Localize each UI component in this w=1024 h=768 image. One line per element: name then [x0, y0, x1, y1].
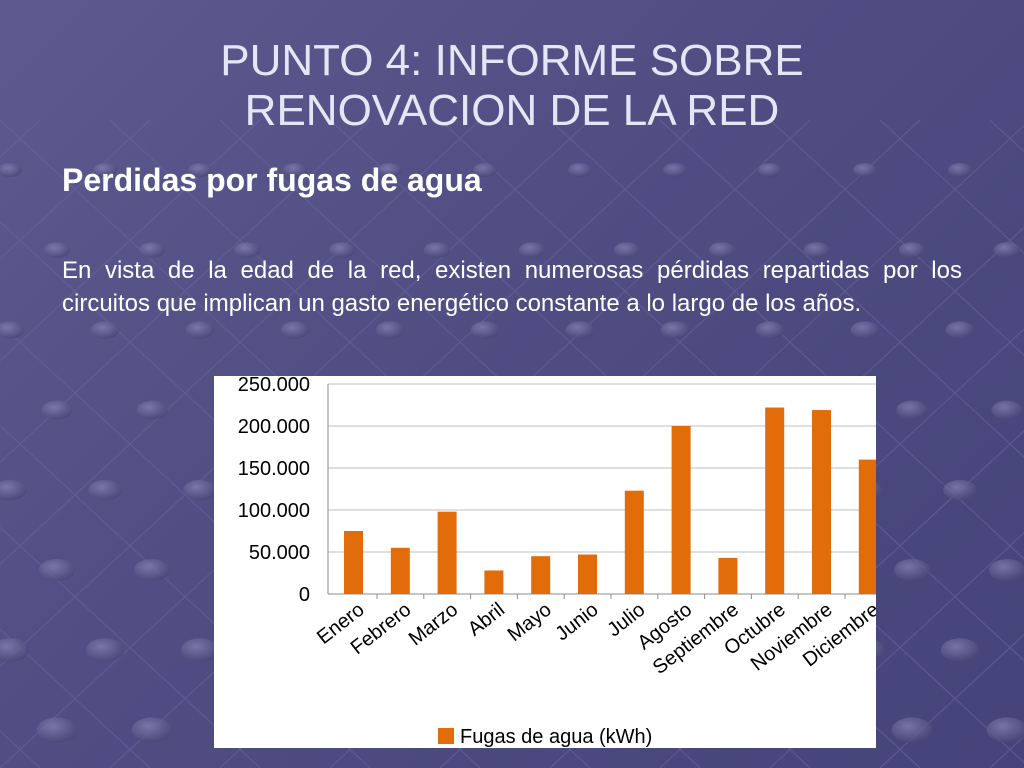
slide-title: PUNTO 4: INFORME SOBRE RENOVACION DE LA …: [100, 36, 924, 136]
y-tick-label: 0: [299, 584, 310, 606]
bar-junio: [578, 554, 597, 594]
body-paragraph: En vista de la edad de la red, existen n…: [62, 257, 962, 317]
y-tick-label: 200.000: [238, 416, 310, 438]
bar-agosto: [671, 426, 691, 594]
slide-title-line1: PUNTO 4: INFORME SOBRE: [220, 36, 804, 85]
bar-octubre: [765, 407, 785, 594]
section-subtitle: Perdidas por fugas de agua: [62, 162, 482, 198]
x-tick-label: Mayo: [504, 599, 556, 646]
bar-chart: 050.000100.000150.000200.000250.000Enero…: [238, 376, 876, 748]
x-tick-label: Junio: [551, 599, 602, 646]
bar-enero: [344, 531, 363, 594]
y-tick-label: 50.000: [249, 542, 310, 564]
y-tick-label: 250.000: [238, 376, 310, 396]
bar-julio: [624, 490, 644, 594]
legend-swatch: [438, 728, 454, 744]
bar-diciembre: [858, 459, 876, 594]
bar-mayo: [531, 556, 551, 594]
y-tick-label: 100.000: [238, 500, 310, 522]
bar-marzo: [437, 511, 457, 594]
slide-title-line2: RENOVACION DE LA RED: [244, 86, 780, 135]
x-tick-label: Abril: [464, 599, 509, 641]
y-tick-label: 150.000: [238, 458, 310, 480]
bar-abril: [484, 570, 504, 594]
bar-febrero: [390, 547, 410, 594]
x-tick-label: Marzo: [405, 599, 462, 651]
bar-septiembre: [718, 557, 738, 594]
legend-label: Fugas de agua (kWh): [460, 726, 652, 748]
bar-noviembre: [812, 410, 831, 594]
chart-panel: 0 50.000 100.000 150.000 200.000 250.000 Enero…: [214, 376, 876, 748]
